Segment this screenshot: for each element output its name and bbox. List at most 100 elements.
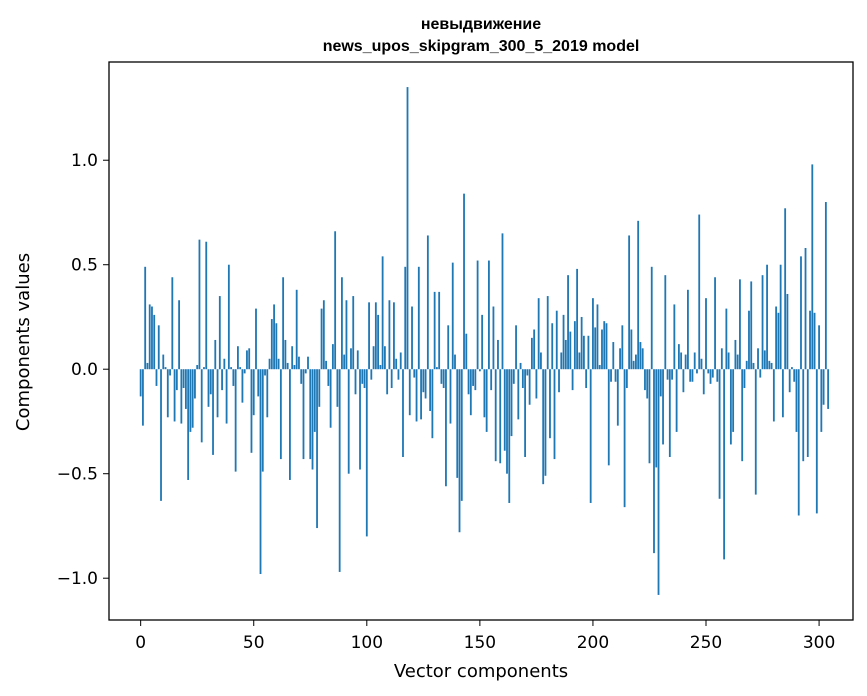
bar-57: [268, 358, 271, 370]
bar-137: [449, 369, 452, 424]
bar-149: [476, 260, 479, 370]
bar-224: [646, 369, 649, 399]
y-tick-label: −0.5: [57, 465, 98, 485]
bar-76: [311, 369, 314, 470]
bar-265: [739, 279, 741, 370]
bar-47: [246, 350, 248, 370]
bar-198: [587, 335, 590, 370]
bar-213: [621, 325, 624, 370]
x-tick-label: 0: [135, 633, 146, 653]
bar-260: [727, 352, 730, 370]
bar-144: [465, 333, 468, 370]
bar-40: [230, 367, 233, 370]
bar-233: [666, 369, 669, 380]
bar-3: [146, 362, 149, 370]
y-tick-label: −1.0: [57, 569, 98, 589]
bar-86: [334, 231, 337, 370]
bar-65: [286, 362, 289, 370]
bar-63: [282, 277, 285, 370]
bar-105: [377, 314, 380, 370]
bar-274: [759, 369, 762, 378]
bar-2: [144, 266, 147, 370]
bar-131: [436, 367, 438, 370]
bar-232: [664, 275, 667, 370]
bar-169: [521, 369, 524, 389]
bar-172: [528, 369, 531, 405]
bar-196: [582, 335, 585, 370]
bar-160: [501, 233, 504, 370]
bar-133: [440, 369, 443, 384]
bar-71: [300, 369, 303, 384]
bar-282: [777, 312, 780, 370]
x-axis: 0 50 100 150 200 250 300: [135, 620, 835, 653]
bar-285: [784, 208, 787, 370]
bar-272: [754, 369, 757, 495]
bar-114: [397, 369, 400, 380]
bar-85: [331, 344, 334, 370]
bar-292: [800, 256, 802, 370]
bar-276: [763, 350, 766, 370]
bar-15: [173, 369, 176, 422]
bar-49: [250, 369, 253, 453]
bar-79: [318, 369, 321, 407]
x-tick-label: 100: [351, 633, 383, 653]
bar-304: [827, 369, 830, 409]
bar-0: [139, 369, 142, 397]
bar-50: [252, 369, 255, 416]
bar-8: [157, 325, 160, 370]
bar-261: [729, 369, 732, 445]
bar-62: [279, 369, 282, 460]
x-tick-label: 250: [690, 633, 722, 653]
bar-291: [797, 369, 800, 516]
bar-152: [483, 369, 486, 418]
bar-115: [399, 352, 402, 370]
bar-299: [815, 369, 818, 514]
bar-206: [605, 323, 608, 370]
bar-59: [273, 304, 275, 370]
bar-278: [768, 360, 771, 370]
bar-33: [214, 339, 217, 370]
bar-200: [592, 298, 594, 370]
bar-30: [207, 369, 210, 407]
bar-67: [291, 346, 294, 370]
bar-136: [447, 325, 450, 370]
bar-290: [795, 369, 798, 432]
bar-73: [304, 369, 307, 374]
bar-156: [492, 306, 495, 370]
bar-31: [209, 369, 212, 395]
bar-77: [313, 369, 316, 432]
bar-153: [485, 369, 488, 432]
bar-254: [714, 277, 716, 370]
bar-158: [497, 339, 499, 370]
bar-141: [458, 369, 461, 533]
bar-286: [786, 293, 789, 370]
bar-122: [415, 369, 418, 422]
bar-139: [454, 354, 456, 370]
bar-110: [388, 300, 391, 370]
bar-199: [589, 369, 592, 503]
bar-72: [302, 369, 305, 460]
bar-6: [153, 314, 156, 370]
bar-277: [766, 264, 768, 370]
bar-249: [702, 369, 705, 395]
bar-29: [205, 241, 208, 370]
bar-171: [526, 369, 529, 376]
bar-34: [216, 369, 219, 418]
bar-36: [221, 369, 223, 391]
bar-121: [413, 369, 416, 378]
bar-219: [635, 354, 637, 370]
x-tick-label: 50: [243, 633, 265, 653]
bar-302: [822, 369, 825, 405]
bar-150: [478, 369, 481, 372]
bar-237: [675, 369, 678, 432]
bar-124: [420, 369, 422, 420]
bar-167: [517, 369, 520, 420]
bar-113: [395, 358, 398, 370]
bar-12: [166, 369, 169, 418]
bar-26: [198, 239, 201, 370]
bar-183: [553, 369, 556, 460]
bar-214: [623, 369, 626, 508]
bar-221: [639, 342, 642, 370]
bar-126: [424, 369, 427, 399]
bar-228: [655, 369, 658, 468]
